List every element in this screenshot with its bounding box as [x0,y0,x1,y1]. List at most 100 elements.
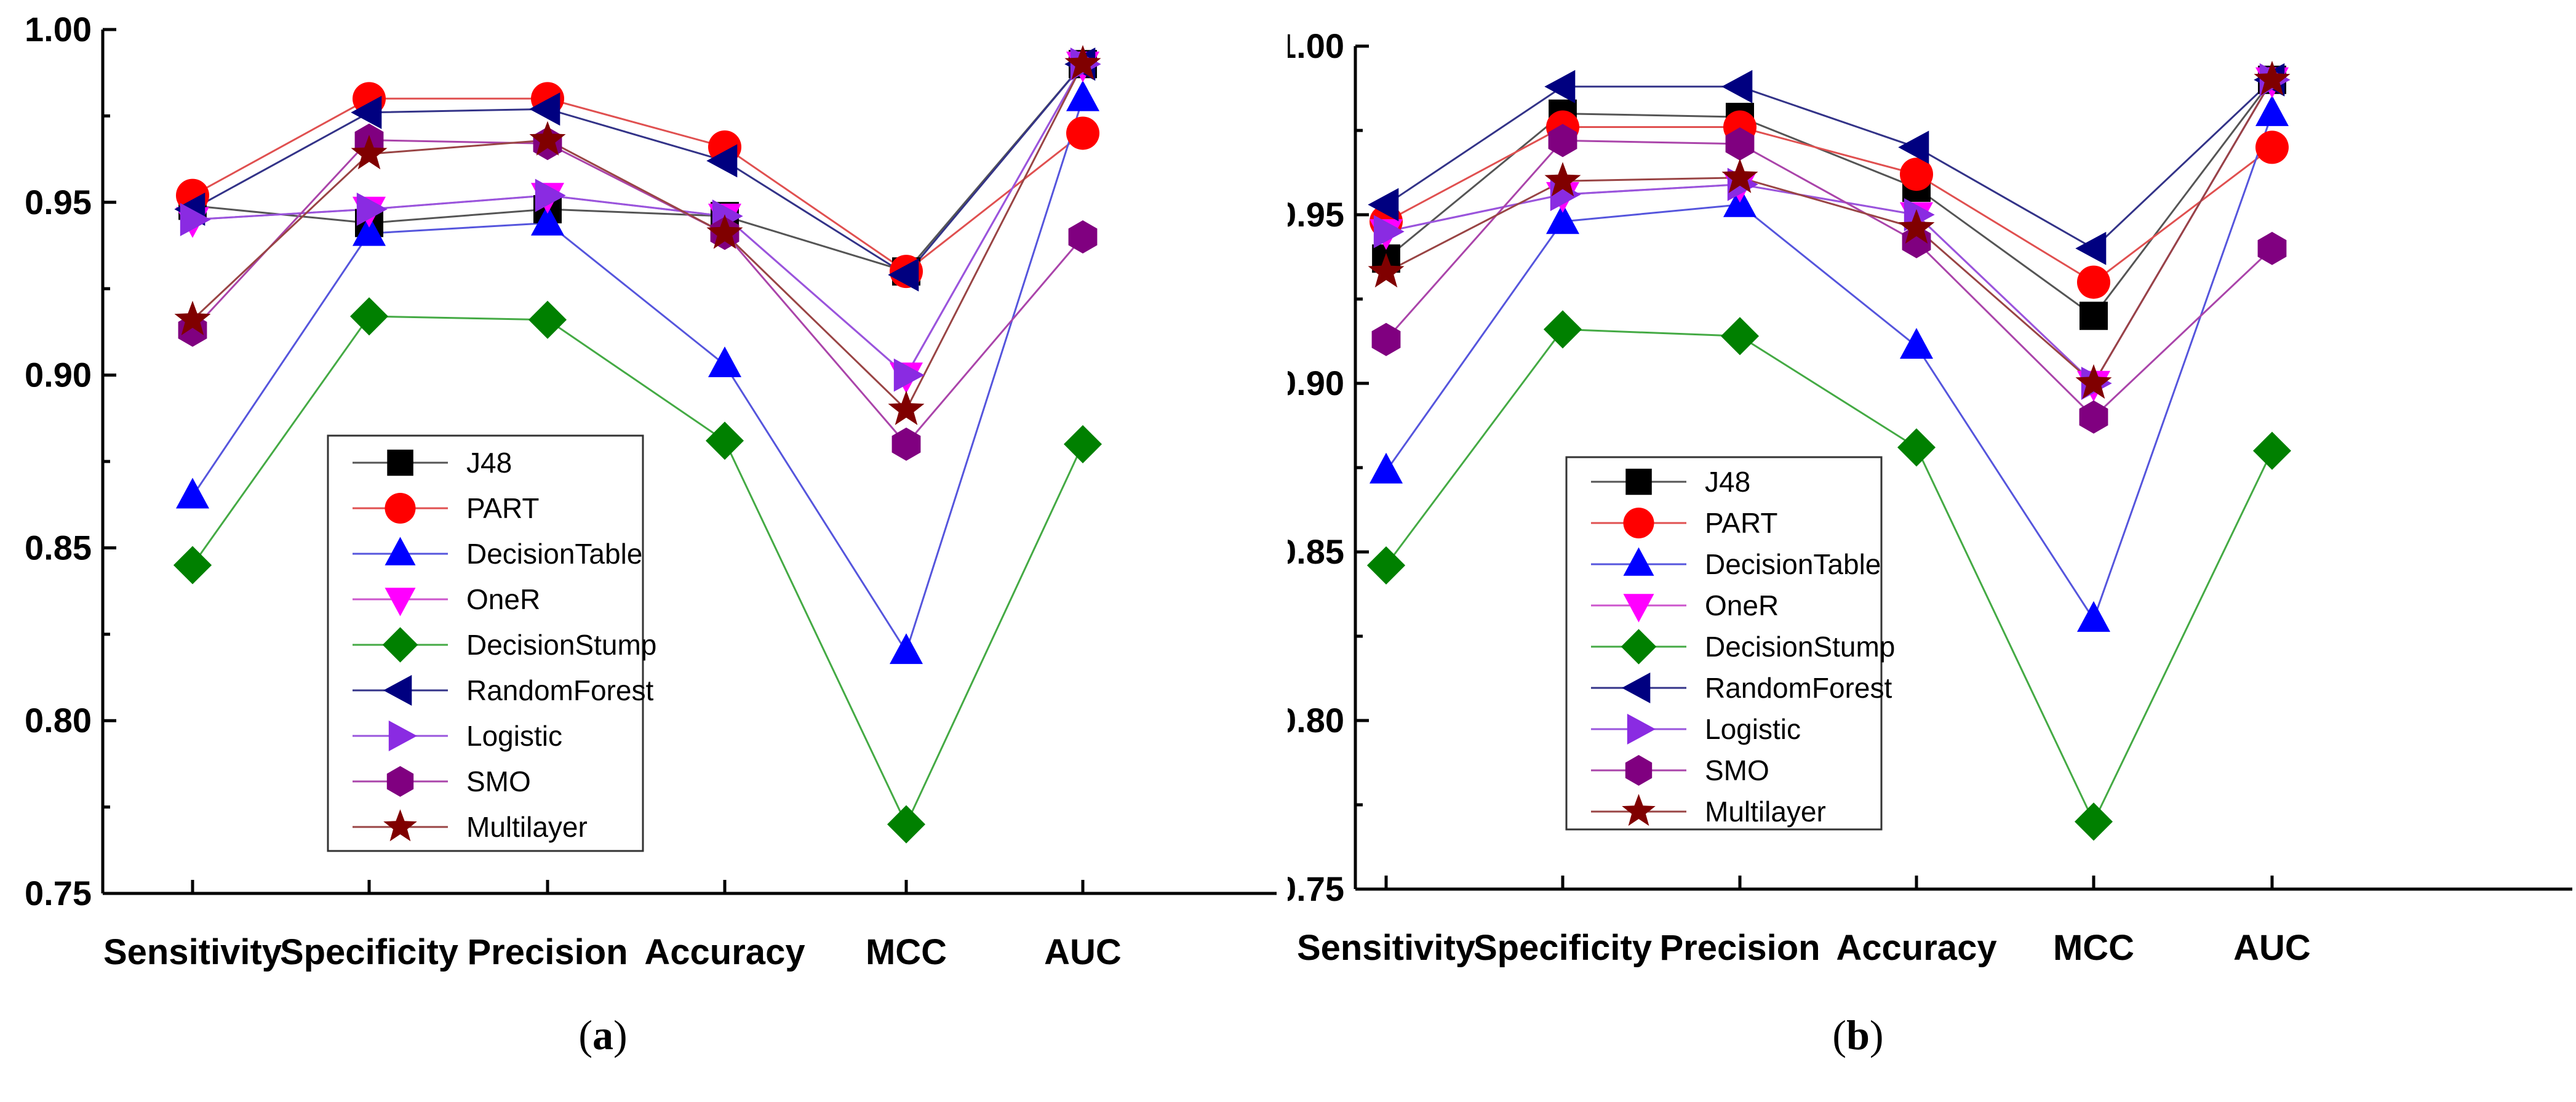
chart-b-point-decisionstump [1543,310,1582,349]
chart-a-point-multilayer [174,300,211,335]
chart-b-legend-marker [1623,594,1654,623]
chart-b-series-line-logistic [1386,79,2273,385]
chart-b-point-randomforest [1368,188,1399,222]
chart-b-legend-label: Multilayer [1705,796,1826,828]
chart-a-legend-label: Logistic [466,720,562,752]
chart-b-point-logistic [1373,215,1405,249]
chart-a-point-randomforest [529,92,560,126]
chart-a-point-logistic [356,193,388,226]
chart-a-legend-label: RandomForest [466,674,653,706]
chart-b-point-decisionstump [2075,802,2113,841]
chart-a-point-logistic [893,358,925,392]
chart-a-series-line-decisiontable [191,98,1084,654]
chart-b-point-smo [1371,322,1401,356]
chart-b-point-decisiontable [1900,328,1933,359]
chart-a-legend-marker [385,493,416,524]
chart-b-point-randomforest [1898,130,1929,164]
chart-a-legend-label: PART [466,492,539,524]
chart-b-point-multilayer [1898,209,1935,244]
chart-a-legend-label: SMO [466,765,531,797]
chart-a-legend-marker [385,537,416,565]
chart-b-point-smo [1725,127,1755,161]
chart-b-series-line-multilayer [1386,79,2273,385]
chart-b-legend-marker [1625,755,1653,786]
chart-b-xtick-label: MCC [2053,928,2134,968]
chart-b-legend-label: J48 [1705,466,1750,498]
chart-b-point-decisionstump [2253,431,2291,470]
chart-a-point-decisiontable [531,204,564,236]
chart-a-point-logistic [535,178,566,212]
chart-a-ytick-label: 1.00 [25,10,92,49]
chart-a-point-smo [891,427,921,461]
chart-b-point-multilayer [1544,162,1581,197]
chart-a-xtick-label: AUC [1044,932,1122,972]
chart-b-legend-label: Logistic [1705,713,1801,745]
chart-b-point-decisionstump [1721,317,1759,356]
chart-a-series-line-part [192,97,1083,273]
chart-b-xtick-label: Precision [1659,928,1820,968]
chart-a-series-markers [173,45,1102,844]
chart-b-point-decisiontable [1546,203,1579,234]
chart-b-point-part [2077,265,2110,299]
chart-a-xtick-label: MCC [866,932,947,972]
chart-a-point-multilayer [351,135,388,170]
chart-a-series-line-j48 [192,63,1084,273]
chart-a-legend-marker [386,766,414,797]
chart-b-series-line-decisionstump [1385,328,2273,824]
chart-b-point-multilayer [1368,253,1405,288]
chart-b-legend-label: RandomForest [1705,672,1892,704]
chart-a-legend-marker [383,809,417,842]
chart-a-point-multilayer [888,390,925,425]
chart-b-series-markers [1366,60,2291,841]
chart-b-point-randomforest [1721,70,1753,103]
chart-b-point-multilayer [2075,364,2112,399]
chart-a-legend-label: DecisionTable [466,538,642,570]
chart-b-series-lines [1385,79,2273,824]
chart-a-point-multilayer [529,121,566,156]
chart-a-point-multilayer [706,214,743,249]
chart-b-series-line-decisiontable [1385,113,2273,621]
chart-b-ytick-label: 0.95 [1288,195,1344,234]
chart-a-xtick-label: Precision [467,932,628,972]
chart-a-xtick-label: Specificity [280,932,458,972]
chart-a-panel-letter: a [592,1012,613,1058]
chart-a-point-decisionstump [887,805,925,844]
chart-a-legend-marker [383,675,412,706]
chart-a-xtick-label: Accuracy [644,932,805,972]
chart-b-point-decisionstump [1366,546,1406,585]
chart-a-point-decisiontable [353,215,386,246]
chart-a-series-line-decisionstump [191,315,1084,827]
chart-a-ytick-label: 0.90 [25,356,92,394]
chart-b-series-line-part [1386,126,2273,284]
chart-a-legend-marker [382,627,418,663]
chart-b-legend-marker [1627,714,1656,745]
chart-b-ytick-label: 0.75 [1288,869,1344,908]
chart-b-legend-marker [1623,508,1654,538]
chart-a-point-randomforest [706,144,738,178]
chart-a-ytick-label: 0.95 [25,183,92,222]
chart-b-point-smo [1548,124,1577,158]
chart-a-ytick-label: 0.80 [25,701,92,740]
chart-b-point-decisiontable [2255,95,2289,126]
chart-a-ytick-label: 0.75 [25,874,92,912]
chart-b-legend-marker [1623,547,1654,576]
chart-b-series-line-j48 [1386,79,2273,317]
chart-b-legend-label: OneR [1705,589,1779,621]
chart-a-legend: J48 PART DecisionTable OneR DecisionStump Ran… [327,434,656,852]
chart-a-legend-label: J48 [466,447,512,479]
chart-a-series-line-randomforest [192,63,1084,276]
chart-b: 0.75 0.80 0.85 0.90 0.95 1.00 SensitivitySpeci… [1288,26,2572,1058]
chart-a-point-decisiontable [890,633,923,665]
chart-a-point-decisionstump [706,421,744,460]
chart-b-ytick-label: 0.80 [1288,701,1344,740]
chart-b-ytick-label: 0.85 [1288,532,1344,571]
chart-b-point-smo [2257,231,2287,265]
chart-a: 0.75 0.80 0.85 0.90 0.95 1.00 SensitivitySpeci… [25,10,1277,1058]
chart-a-legend-label: OneR [466,583,540,615]
chart-a-point-decisiontable [1066,80,1099,111]
chart-b-legend-marker [1621,629,1657,665]
chart-b-point-decisiontable [1370,452,1403,484]
chart-a-point-decisiontable [176,477,209,509]
chart-b-legend-box [1565,456,1883,831]
chart-b-legend-label: DecisionTable [1705,548,1881,580]
